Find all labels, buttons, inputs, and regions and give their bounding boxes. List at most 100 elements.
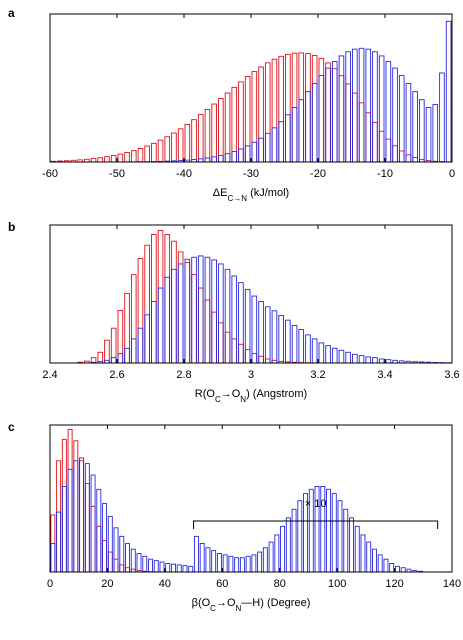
bar <box>211 550 217 573</box>
bar <box>274 534 280 573</box>
bar <box>372 51 378 163</box>
bar <box>392 67 398 163</box>
bar <box>365 112 372 163</box>
bar <box>345 83 351 163</box>
series-0 <box>50 428 159 573</box>
panel-b: 2.4 2.6 2.8 3 3.2 3.4 3.6 b R(OC→ON) (Angstrom) <box>8 220 460 404</box>
bar <box>244 288 251 364</box>
bar <box>61 438 67 573</box>
bar <box>157 139 164 163</box>
bar <box>385 138 392 163</box>
bar <box>151 300 157 364</box>
bar <box>412 157 418 163</box>
series-1 <box>124 20 452 163</box>
bar <box>50 543 56 573</box>
bar <box>90 505 96 573</box>
bar <box>318 75 325 163</box>
bar <box>271 58 278 163</box>
bar <box>352 353 358 364</box>
bar <box>412 91 418 163</box>
bar <box>337 500 343 573</box>
bar <box>218 154 224 163</box>
bar <box>360 534 366 573</box>
bar <box>365 48 372 163</box>
x-tick-label: 3.2 <box>310 369 325 381</box>
bar <box>124 347 130 364</box>
bar <box>151 234 157 364</box>
bar <box>298 52 305 163</box>
bar <box>311 83 318 163</box>
bar <box>278 315 284 364</box>
bar <box>372 548 377 573</box>
plot-frame <box>49 224 453 364</box>
bar <box>378 130 385 163</box>
x-tick-label: 3 <box>248 369 254 381</box>
bar <box>285 114 291 163</box>
bar <box>102 503 108 573</box>
bar <box>271 127 278 163</box>
x-tick-label: -40 <box>176 168 192 180</box>
bar <box>383 558 389 573</box>
bar <box>117 310 124 364</box>
bar <box>164 234 171 364</box>
bar <box>151 142 157 163</box>
x-tick-label: -60 <box>42 168 58 180</box>
x-tick-label: 0 <box>449 168 455 180</box>
bar <box>244 145 251 163</box>
bar <box>238 343 244 364</box>
bar <box>285 319 291 364</box>
x-tick-label: -20 <box>310 168 326 180</box>
bar <box>305 91 311 163</box>
bar <box>258 355 264 364</box>
bar <box>197 255 204 364</box>
panel-c: 0 20 40 60 80 100 120 140 c β(OC→ON—H) (Degree) × … <box>8 420 461 613</box>
bar <box>234 557 240 573</box>
x-axis-label: β(OC→ON—H) (Degree) <box>192 597 311 613</box>
bar <box>291 106 298 163</box>
bar <box>345 51 351 163</box>
bar <box>331 347 338 364</box>
bar <box>177 263 184 364</box>
bar <box>211 259 217 364</box>
plot-frame <box>49 13 453 163</box>
bar <box>311 55 318 163</box>
bar <box>137 327 144 364</box>
bar <box>67 428 73 573</box>
bar <box>177 128 184 163</box>
bar <box>205 547 211 573</box>
scale-annotation: × 10 <box>305 498 327 510</box>
bar <box>184 262 191 364</box>
bar <box>171 132 177 163</box>
bar <box>164 136 171 163</box>
x-tick-label: 120 <box>385 578 403 590</box>
bar <box>343 508 349 573</box>
bar <box>191 256 197 364</box>
bar <box>171 563 176 573</box>
bar <box>405 83 412 163</box>
bar <box>285 517 291 573</box>
bar <box>298 329 305 364</box>
x-tick-label: 3.6 <box>444 369 459 381</box>
bar <box>204 299 211 364</box>
x-tick-label: 2.4 <box>42 369 57 381</box>
bar <box>104 339 110 364</box>
bar <box>218 263 224 364</box>
bar <box>182 565 188 573</box>
bar <box>164 276 171 364</box>
panel-label: b <box>8 220 15 234</box>
bar <box>251 295 258 364</box>
bar <box>311 338 318 364</box>
bar <box>268 541 274 573</box>
scale-bracket <box>193 520 439 529</box>
bar <box>211 156 217 163</box>
bar <box>171 240 177 364</box>
x-tick-label: 80 <box>274 578 286 590</box>
bar <box>419 99 425 163</box>
bar <box>113 527 119 573</box>
bar <box>228 555 234 573</box>
bar <box>372 121 378 163</box>
bar <box>204 256 211 364</box>
bar <box>117 353 124 364</box>
bar <box>298 99 305 163</box>
bar <box>136 553 142 573</box>
